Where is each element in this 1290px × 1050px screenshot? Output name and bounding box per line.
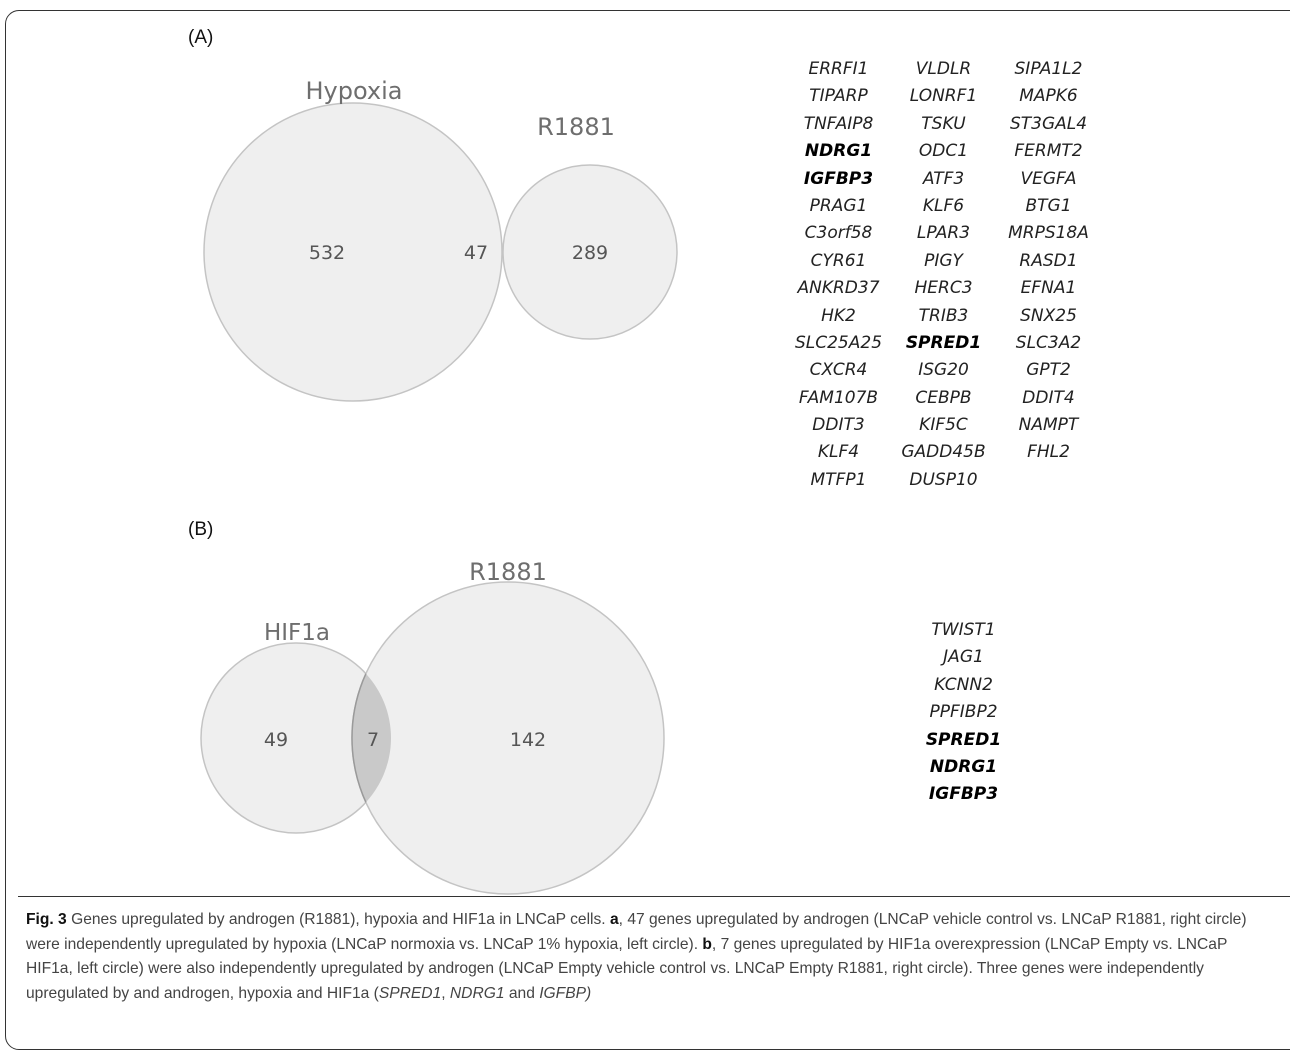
gene-item: MRPS18A xyxy=(1008,223,1089,244)
caption-sep-1: , xyxy=(441,984,450,1002)
gene-item: LONRF1 xyxy=(909,86,978,107)
gene-item: NDRG1 xyxy=(804,141,873,162)
r1881-circle-a xyxy=(502,164,678,340)
gene-item: NAMPT xyxy=(1018,415,1079,436)
hypoxia-set-label: Hypoxia xyxy=(305,77,402,105)
caption-text-3: , 7 genes upregulated by HIF1a overexpre… xyxy=(26,935,1228,1002)
gene-item: EFNA1 xyxy=(1020,278,1077,299)
caption-fig-label: Fig. 3 xyxy=(26,911,67,928)
venn-a: Hypoxia R1881 532 47 289 xyxy=(203,77,678,402)
caption-b-label: b xyxy=(702,935,712,953)
gene-item: ODC1 xyxy=(918,141,969,162)
overlap-region-b xyxy=(351,643,391,833)
hif1a-set-label: HIF1a xyxy=(264,620,330,646)
gene-item: IGFBP3 xyxy=(928,784,999,805)
gene-item: TWIST1 xyxy=(931,620,996,640)
gene-item: DDIT3 xyxy=(812,415,865,436)
panel-b-label: (B) xyxy=(188,519,214,540)
caption-sep-2: and xyxy=(504,984,540,1002)
gene-item: TIPARP xyxy=(809,86,868,107)
hypoxia-circle xyxy=(203,102,503,402)
gene-item: ANKRD37 xyxy=(797,278,880,299)
gene-item: PPFIBP2 xyxy=(929,702,998,723)
gene-list-a: ERRFI1 VLDLR SIPA1L2 TIPARP LONRF1 MAPK6 TNFAI… xyxy=(786,56,1101,494)
r1881-only-count-b: 142 xyxy=(510,729,546,751)
hypoxia-only-count: 532 xyxy=(309,242,345,264)
gene-item: FHL2 xyxy=(1027,442,1070,463)
overlap-count-a: 47 xyxy=(464,242,488,264)
r1881-set-label-b: R1881 xyxy=(469,558,547,586)
caption-text-1: Genes upregulated by androgen (R1881), h… xyxy=(66,911,610,928)
gene-item: CEBPB xyxy=(915,387,972,408)
gene-item: MAPK6 xyxy=(1019,86,1078,107)
caption-gene-3: IGFBP) xyxy=(539,984,592,1002)
gene-item: SIPA1L2 xyxy=(1014,59,1083,79)
caption-gene-2: NDRG1 xyxy=(449,984,505,1002)
overlap-count-b: 7 xyxy=(367,729,379,751)
gene-item: SLC25A25 xyxy=(794,332,883,353)
gene-item: PRAG1 xyxy=(809,195,868,216)
gene-item: SLC3A2 xyxy=(1015,332,1082,353)
caption-divider xyxy=(18,896,1290,897)
gene-item: BTG1 xyxy=(1025,195,1072,216)
gene-item: ST3GAL4 xyxy=(1009,113,1088,134)
gene-item: CXCR4 xyxy=(809,360,868,381)
r1881-set-label-a: R1881 xyxy=(537,113,615,141)
gene-item: JAG1 xyxy=(943,647,984,668)
gene-item: KLF6 xyxy=(922,195,965,216)
gene-item: KLF4 xyxy=(817,442,860,463)
gene-item: KIF5C xyxy=(919,415,968,436)
gene-item: SPRED1 xyxy=(925,729,1002,750)
gene-list-b: TWIST1 JAG1 KCNN2 PPFIBP2 SPRED1 NDRG1 IGFBP3 xyxy=(911,617,1016,809)
figure-caption: Fig. 3 Genes upregulated by androgen (R1… xyxy=(26,908,1266,1006)
gene-item: LPAR3 xyxy=(916,223,971,244)
r1881-only-count-a: 289 xyxy=(572,242,608,264)
gene-item: RASD1 xyxy=(1019,250,1078,271)
gene-item: TNFAIP8 xyxy=(803,113,874,134)
gene-item: KCNN2 xyxy=(934,674,993,695)
gene-item: ATF3 xyxy=(922,168,965,189)
gene-item: FAM107B xyxy=(798,387,879,408)
panel-a-label: (A) xyxy=(188,27,214,48)
gene-item: HK2 xyxy=(821,305,856,326)
caption-gene-1: SPRED1 xyxy=(378,984,442,1002)
gene-item: HERC3 xyxy=(914,278,973,299)
gene-item: GADD45B xyxy=(901,442,986,463)
gene-item: SNX25 xyxy=(1020,305,1077,326)
r1881-circle-b xyxy=(351,581,665,895)
caption-a-label: a xyxy=(609,911,619,928)
caption-text-2: , 47 genes upregulated by androgen (LNCa… xyxy=(26,911,1247,953)
gene-item: ISG20 xyxy=(918,360,969,381)
gene-item: GPT2 xyxy=(1026,360,1071,381)
gene-item: TSKU xyxy=(921,113,966,134)
hif1a-only-count: 49 xyxy=(264,729,288,751)
gene-item: PIGY xyxy=(924,250,963,271)
gene-item: FERMT2 xyxy=(1014,141,1083,162)
gene-item: DUSP10 xyxy=(909,469,978,490)
venn-b: HIF1a R1881 49 7 142 xyxy=(200,558,665,895)
gene-item: VLDLR xyxy=(915,59,972,79)
gene-item: CYR61 xyxy=(810,250,867,271)
gene-item: ERRFI1 xyxy=(808,59,869,79)
gene-item: MTFP1 xyxy=(810,469,867,490)
gene-item: DDIT4 xyxy=(1022,387,1075,408)
gene-item: SPRED1 xyxy=(905,332,982,353)
gene-item: TRIB3 xyxy=(918,305,969,326)
gene-item: NDRG1 xyxy=(929,757,998,778)
gene-item: IGFBP3 xyxy=(803,168,874,189)
gene-item: VEGFA xyxy=(1020,168,1077,189)
gene-item: C3orf58 xyxy=(804,223,873,244)
